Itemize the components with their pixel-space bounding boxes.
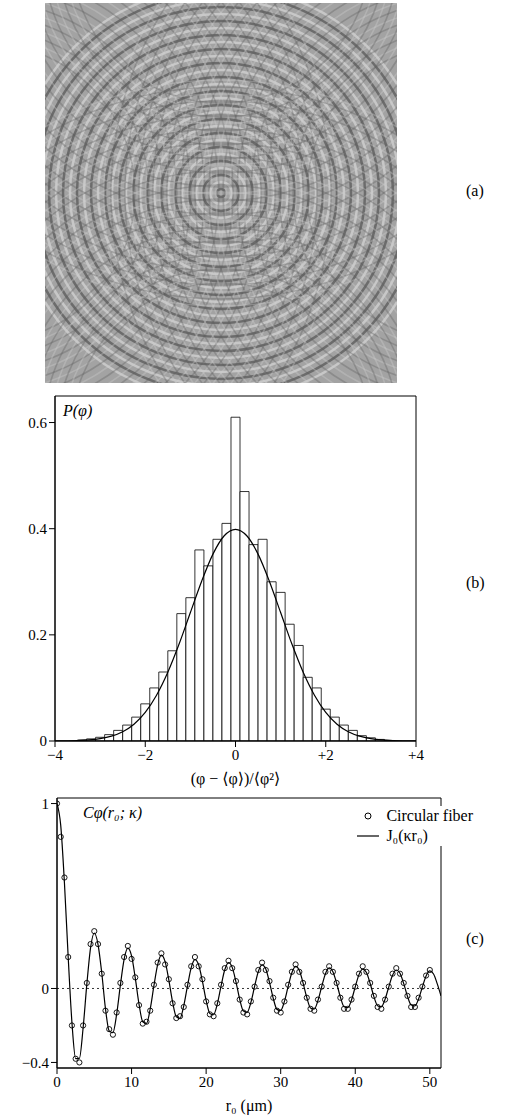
svg-text:+4: +4 — [408, 747, 424, 763]
svg-text:−2: −2 — [137, 747, 153, 763]
svg-text:0.6: 0.6 — [28, 415, 47, 431]
html-text:Circular fiber: Circular fiber — [386, 807, 473, 824]
svg-text:−0.4: −0.4 — [22, 1055, 50, 1071]
svg-text:20: 20 — [199, 1074, 214, 1090]
svg-text:0: 0 — [53, 1074, 61, 1090]
svg-text:1: 1 — [42, 796, 50, 812]
svg-text:0: 0 — [232, 747, 240, 763]
svg-text:0.2: 0.2 — [28, 627, 47, 643]
svg-text:+2: +2 — [318, 747, 334, 763]
svg-text:0: 0 — [40, 733, 48, 749]
html-text:(b): (b) — [466, 574, 485, 591]
svg-text:40: 40 — [348, 1074, 363, 1090]
svg-text:−4: −4 — [47, 747, 63, 763]
html-text:Cφ(r₀; κ): Cφ(r₀; κ) — [83, 804, 142, 821]
html-text:(a): (a) — [466, 182, 484, 199]
html-text:(c): (c) — [466, 930, 484, 947]
svg-text:30: 30 — [273, 1074, 288, 1090]
svg-text:(φ − ⟨φ⟩)/⟨φ²⟩: (φ − ⟨φ⟩)/⟨φ²⟩ — [191, 770, 281, 788]
svg-text:50: 50 — [422, 1074, 437, 1090]
svg-text:0.4: 0.4 — [28, 521, 47, 537]
svg-text:r₀ (μm): r₀ (μm) — [226, 1097, 273, 1115]
html-text:J₀(κr₀): J₀(κr₀) — [386, 827, 428, 844]
html-text:P(φ): P(φ) — [63, 402, 93, 419]
svg-text:0: 0 — [42, 981, 50, 997]
svg-text:10: 10 — [124, 1074, 139, 1090]
